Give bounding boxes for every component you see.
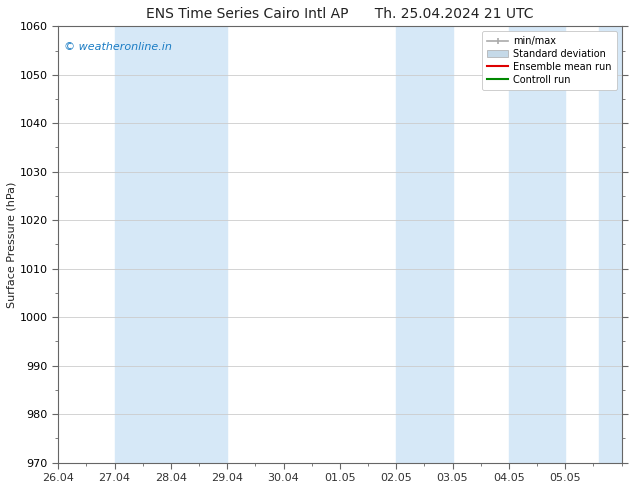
Bar bbox=[396, 26, 453, 463]
Bar bbox=[115, 26, 227, 463]
Text: © weatheronline.in: © weatheronline.in bbox=[64, 42, 172, 51]
Y-axis label: Surface Pressure (hPa): Surface Pressure (hPa) bbox=[7, 181, 17, 308]
Bar bbox=[509, 26, 565, 463]
Bar bbox=[599, 26, 621, 463]
Legend: min/max, Standard deviation, Ensemble mean run, Controll run: min/max, Standard deviation, Ensemble me… bbox=[482, 31, 617, 90]
Title: ENS Time Series Cairo Intl AP      Th. 25.04.2024 21 UTC: ENS Time Series Cairo Intl AP Th. 25.04.… bbox=[146, 7, 534, 21]
